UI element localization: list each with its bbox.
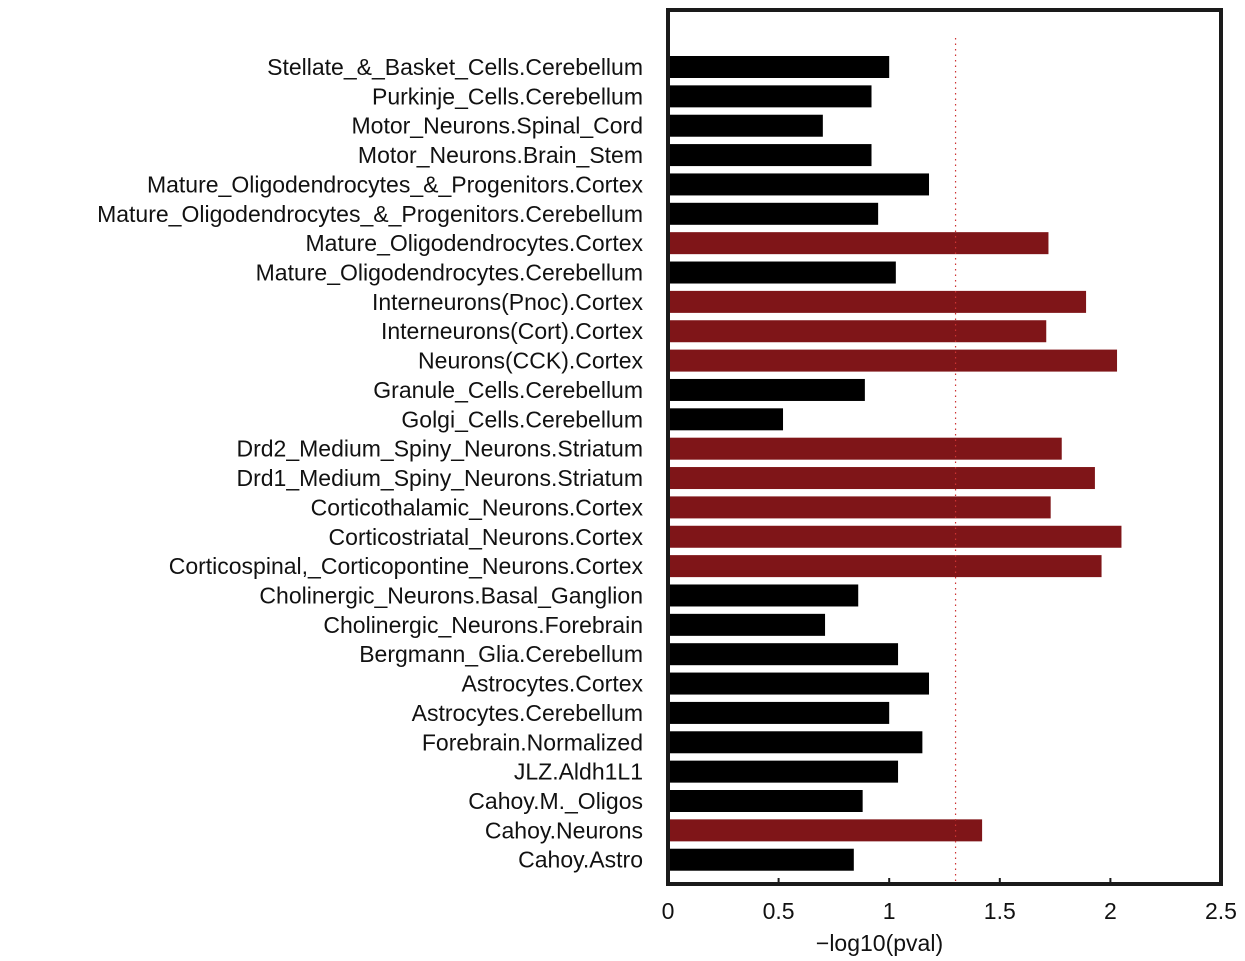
category-label: Forebrain.Normalized [422, 729, 643, 755]
bar [668, 56, 890, 78]
bar [668, 320, 1047, 343]
x-axis-title: −log10(pval) [816, 930, 943, 956]
bar [668, 819, 983, 842]
category-label: Interneurons(Cort).Cortex [381, 318, 644, 344]
x-tick-label: 0 [662, 898, 675, 924]
bar [668, 437, 1062, 460]
category-label: Interneurons(Pnoc).Cortex [372, 289, 644, 315]
bar [668, 790, 863, 812]
category-label: Motor_Neurons.Spinal_Cord [352, 113, 644, 139]
category-label: Astrocytes.Cerebellum [412, 700, 643, 726]
bar [668, 349, 1118, 372]
category-label: Drd2_Medium_Spiny_Neurons.Striatum [236, 436, 643, 462]
bar [668, 848, 854, 871]
bar [668, 701, 890, 724]
bar [668, 290, 1087, 313]
category-label: Motor_Neurons.Brain_Stem [358, 142, 643, 168]
bar [668, 114, 823, 137]
category-label: Cahoy.Astro [518, 847, 643, 873]
x-tick-label: 1 [883, 898, 896, 924]
category-label: Mature_Oligodendrocytes_&_Progenitors.Co… [147, 171, 644, 197]
category-label: Cahoy.M._Oligos [468, 788, 643, 814]
category-label: Cahoy.Neurons [485, 817, 643, 843]
category-label: Cholinergic_Neurons.Basal_Ganglion [259, 582, 643, 608]
bar [668, 525, 1122, 548]
category-label: Mature_Oligodendrocytes.Cortex [306, 230, 644, 256]
bar [668, 496, 1051, 519]
bar [668, 760, 899, 783]
bar [668, 555, 1102, 578]
category-label: Granule_Cells.Cerebellum [373, 377, 643, 403]
x-tick-label: 2 [1104, 898, 1117, 924]
bar [668, 408, 784, 431]
bar [668, 643, 899, 666]
category-labels: Stellate_&_Basket_Cells.Cerebellum Purkin… [97, 54, 643, 873]
bar [668, 584, 859, 607]
x-tick-label: 0.5 [763, 898, 795, 924]
plot-frame [666, 8, 1223, 886]
category-label: Bergmann_Glia.Cerebellum [359, 641, 643, 667]
category-label: Golgi_Cells.Cerebellum [401, 406, 643, 432]
category-label: Cholinergic_Neurons.Forebrain [323, 612, 643, 638]
category-label: Mature_Oligodendrocytes.Cerebellum [256, 260, 643, 286]
category-label: Drd1_Medium_Spiny_Neurons.Striatum [236, 465, 643, 491]
bar [668, 173, 930, 196]
bar [668, 378, 865, 401]
category-label: Purkinje_Cells.Cerebellum [372, 83, 643, 109]
bar [668, 232, 1049, 255]
bars-group [668, 56, 1122, 871]
x-tick-label: 1.5 [984, 898, 1016, 924]
category-label: Corticothalamic_Neurons.Cortex [311, 494, 644, 520]
bar [668, 613, 826, 636]
category-label: Corticostriatal_Neurons.Cortex [329, 524, 644, 550]
bar [668, 731, 923, 754]
x-axis-ticks: 0 0.5 1 1.5 2 2.5 [662, 878, 1237, 924]
bar [668, 672, 930, 695]
category-label: Corticospinal,_Corticopontine_Neurons.Co… [169, 553, 644, 579]
category-label: Astrocytes.Cortex [462, 671, 644, 697]
category-label: Neurons(CCK).Cortex [418, 348, 643, 374]
bar [668, 144, 872, 167]
bar [668, 85, 872, 108]
category-label: Mature_Oligodendrocytes_&_Progenitors.Ce… [97, 201, 643, 227]
bar [668, 202, 879, 225]
category-label: JLZ.Aldh1L1 [514, 759, 643, 785]
bar [668, 467, 1095, 490]
category-label: Stellate_&_Basket_Cells.Cerebellum [267, 54, 643, 80]
x-tick-label: 2.5 [1205, 898, 1237, 924]
bar [668, 261, 896, 284]
